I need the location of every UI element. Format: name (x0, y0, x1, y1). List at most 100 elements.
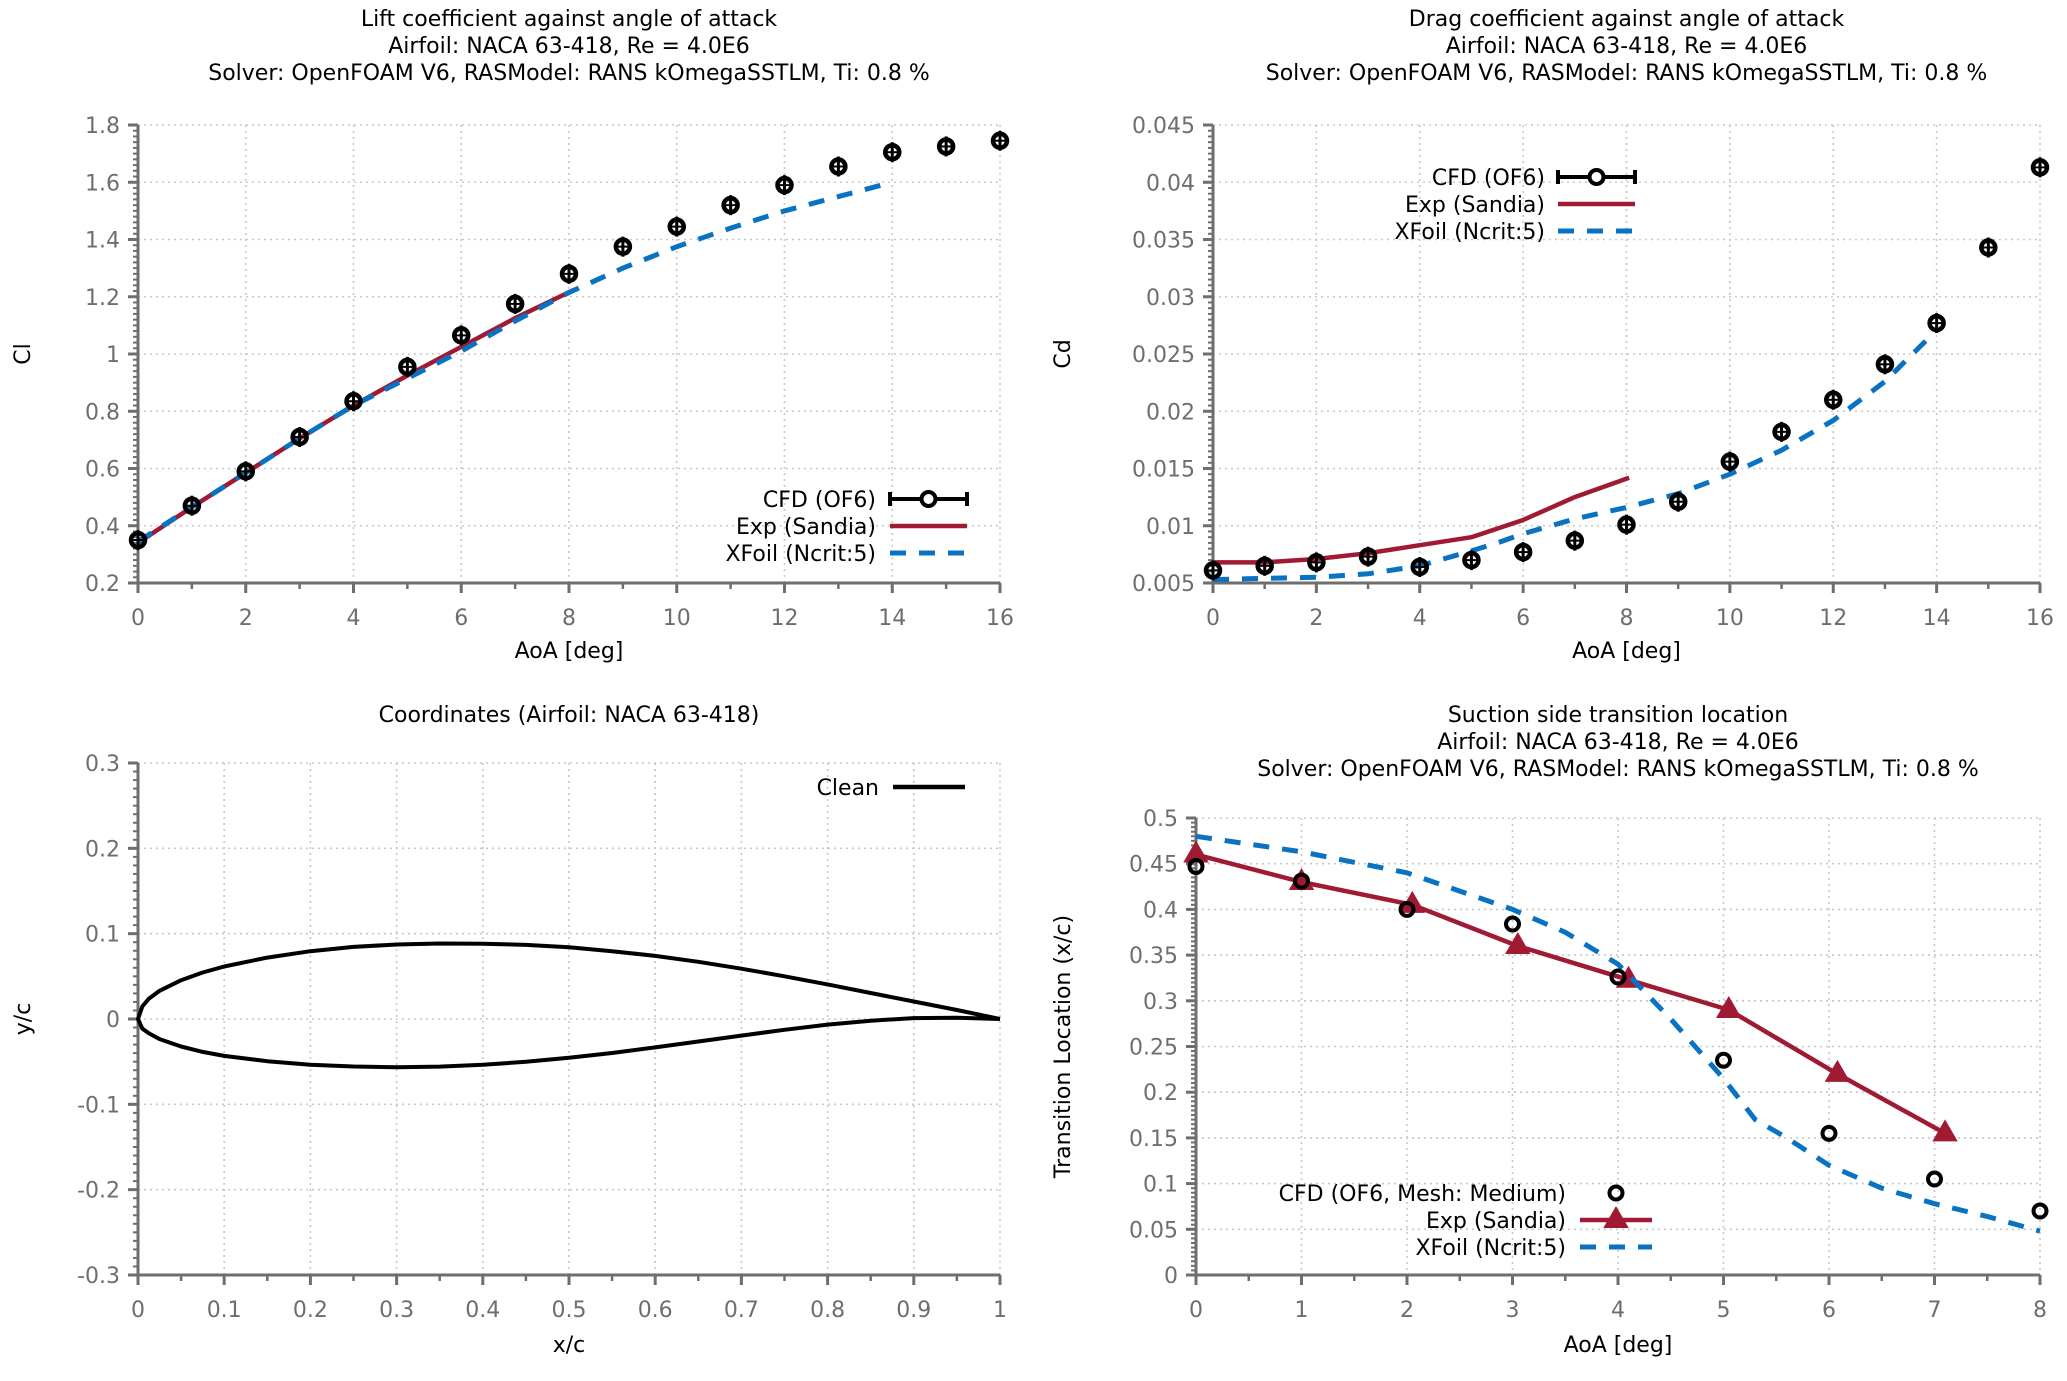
chart-title-line: Lift coefficient against angle of attack (361, 7, 778, 32)
y-tick-label: 0.1 (85, 923, 120, 948)
y-tick-label: 0.4 (1143, 898, 1178, 923)
xfoil-line (136, 179, 893, 544)
legend-circle-marker (919, 490, 938, 508)
y-tick-label: 0 (106, 1008, 120, 1033)
x-tick-label: 0.7 (724, 1298, 759, 1323)
x-tick-label: 4 (347, 606, 361, 631)
x-tick-label: 10 (1716, 606, 1744, 631)
legend-label: CFD (OF6) (763, 488, 876, 513)
grid (138, 124, 1001, 583)
circle-marker (1820, 1124, 1838, 1142)
series-xfoil-ncrit-5 (1212, 338, 1929, 583)
legend: Clean (817, 776, 965, 801)
series-exp-sandia (1213, 475, 1630, 565)
x-tick-label: 6 (1516, 606, 1530, 631)
triangle-marker (1716, 995, 1742, 1018)
circle-marker (1979, 238, 1998, 257)
x-axis-label: AoA [deg] (1564, 1333, 1673, 1358)
x-tick-label: 0.5 (552, 1298, 587, 1323)
y-tick-label: 0.3 (1143, 990, 1178, 1015)
circle-marker (559, 264, 579, 284)
plot-area (128, 130, 1010, 551)
y-tick-label: 0.8 (85, 400, 120, 425)
x-tick-label: 0.2 (293, 1298, 328, 1323)
x-tick-label: 0.4 (465, 1298, 500, 1323)
circle-marker (1772, 422, 1791, 442)
x-tick-label: 10 (663, 606, 691, 631)
circle-marker (505, 294, 525, 314)
legend-label: XFoil (Ncrit:5) (1394, 220, 1545, 245)
grid (1213, 124, 2041, 583)
legend-swatch (888, 490, 969, 508)
triangle-marker (1932, 1119, 1958, 1142)
chart-title-line: Solver: OpenFOAM V6, RASModel: RANS kOme… (1266, 61, 1988, 86)
circle-marker (1824, 390, 1843, 410)
x-tick-label: 0.6 (638, 1298, 673, 1323)
xfoil-line (1212, 338, 1929, 583)
x-tick-label: 2 (1309, 606, 1323, 631)
y-tick-label: 1.8 (85, 114, 120, 139)
y-tick-label: 0.025 (1132, 343, 1195, 368)
circle-marker (1398, 900, 1416, 918)
x-axis-label: AoA [deg] (515, 639, 624, 664)
circle-marker (182, 496, 202, 515)
circle-marker (1293, 872, 1310, 890)
y-tick-label: 1.2 (85, 286, 120, 311)
x-tick-label: 6 (454, 606, 468, 631)
chart-title-line: Solver: OpenFOAM V6, RASModel: RANS kOme… (208, 61, 930, 86)
grid (138, 762, 1001, 1275)
series-xfoil-ncrit-5 (1195, 833, 2041, 1234)
x-tick-label: 1 (993, 1298, 1007, 1323)
y-tick-label: 0.02 (1146, 400, 1195, 425)
series-clean (136, 941, 1001, 1070)
data-line (136, 287, 576, 545)
data-line (1195, 852, 1947, 1136)
y-tick-label: -0.2 (77, 1179, 120, 1204)
y-tick-label: 0.6 (85, 458, 120, 483)
legend-label: Exp (Sandia) (1426, 1209, 1566, 1234)
chart-title-line: Airfoil: NACA 63-418, Re = 4.0E6 (1446, 34, 1808, 59)
circle-marker (721, 195, 740, 215)
circle-marker (1668, 492, 1688, 511)
y-tick-label: -0.3 (77, 1264, 120, 1289)
x-axis-label: x/c (553, 1333, 586, 1358)
y-tick-label: 0.25 (1129, 1036, 1178, 1061)
circle-marker (990, 131, 1010, 150)
transition-location-chart: Suction side transition locationAirfoil:… (1051, 703, 2049, 1358)
x-tick-label: 0.1 (207, 1298, 242, 1323)
legend-label: XFoil (Ncrit:5) (725, 542, 876, 567)
xfoil-line (1195, 833, 2041, 1234)
y-tick-label: 1.6 (85, 171, 120, 196)
circle-marker (613, 237, 633, 256)
x-tick-label: 3 (1506, 1298, 1520, 1323)
circle-marker (1609, 968, 1627, 986)
y-axis-label: y/c (11, 1003, 36, 1036)
x-tick-label: 4 (1413, 606, 1427, 631)
chart-title-line: Suction side transition location (1448, 703, 1788, 728)
circle-marker (936, 137, 956, 156)
chart-title-line: Airfoil: NACA 63-418, Re = 4.0E6 (388, 34, 750, 59)
legend: CFD (OF6, Mesh: Medium)Exp (Sandia)XFoil… (1279, 1182, 1652, 1261)
x-axis-label: AoA [deg] (1572, 639, 1681, 664)
lift-chart: Lift coefficient against angle of attack… (11, 7, 1014, 664)
y-tick-label: 0.03 (1146, 286, 1195, 311)
circle-marker (236, 462, 255, 481)
circle-marker (1720, 452, 1740, 471)
circle-marker (1462, 550, 1481, 570)
x-tick-label: 0 (1206, 606, 1220, 631)
circle-marker (2031, 1202, 2049, 1220)
x-tick-label: 0.3 (379, 1298, 414, 1323)
legend-circle-marker (1607, 1184, 1625, 1202)
x-tick-label: 0.9 (896, 1298, 931, 1323)
plot-area (136, 941, 1001, 1070)
x-tick-label: 2 (1400, 1298, 1414, 1323)
circle-marker (1358, 547, 1378, 566)
series-cfd-of6-mesh-medium (1187, 857, 2049, 1220)
circle-marker (1410, 557, 1429, 577)
circle-marker (398, 357, 417, 377)
chart-title-line: Airfoil: NACA 63-418, Re = 4.0E6 (1437, 730, 1799, 755)
y-tick-label: 0.3 (85, 752, 120, 777)
airfoil-coordinates-chart: Coordinates (Airfoil: NACA 63-418) 0 0.1 0.… (11, 703, 1007, 1358)
x-tick-label: 2 (239, 606, 253, 631)
